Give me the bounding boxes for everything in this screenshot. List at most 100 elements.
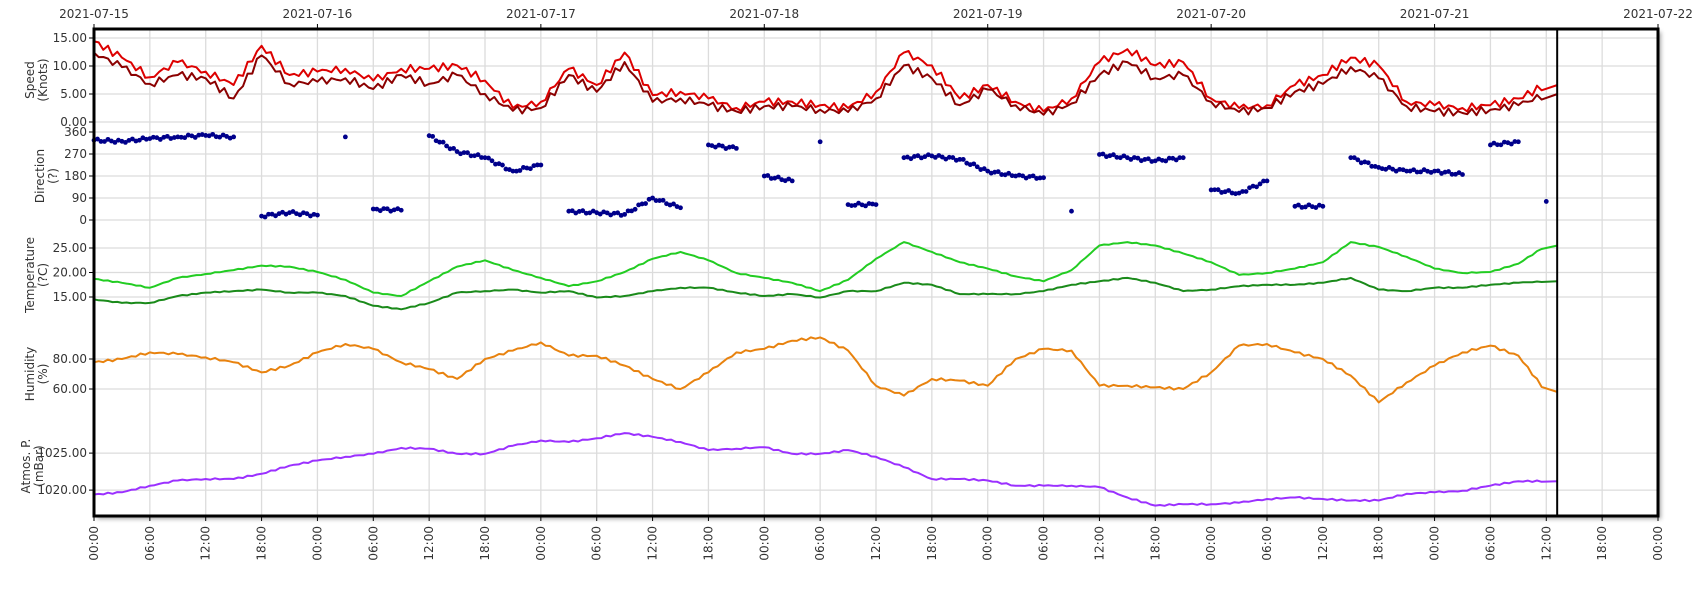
direction-point [384,206,390,212]
direction-point [615,210,621,216]
direction-point [377,208,383,214]
direction-point [566,208,572,214]
direction-point [1498,142,1504,148]
direction-point [203,133,209,138]
direction-point [863,203,868,209]
direction-point [1264,178,1270,184]
direction-point [1212,187,1218,193]
direction-point [157,137,163,142]
x-tick-label: 18:00 [478,526,492,561]
direction-point [231,134,237,140]
direction-point [123,139,128,145]
direction-point [908,156,914,162]
direction-point [517,168,523,173]
direction-point [534,162,540,168]
direction-point [315,212,320,218]
x-tick-label: 12:00 [1539,526,1553,561]
direction-point [381,206,387,212]
direction-point [266,211,271,217]
direction-point [444,143,449,149]
temperature-tick-label: 25.00 [53,241,87,255]
direction-point [985,168,991,174]
x-tick-label: 06:00 [366,526,380,561]
direction-point [273,213,278,219]
direction-point [852,202,858,208]
direction-point [1041,175,1046,181]
direction-point [182,135,188,141]
direction-point [454,149,460,154]
direction-point [304,211,310,217]
direction-tick-label: 180 [64,169,87,183]
direction-point [946,154,952,160]
pressure-series-0 [93,432,1558,507]
direction-point [1226,188,1231,193]
direction-point [262,214,268,220]
direction-point [98,139,104,144]
x-tick-label: 00:00 [534,526,548,561]
direction-point [217,134,223,140]
direction-point [660,197,666,203]
x-tick-label: 00:00 [1428,526,1442,561]
direction-point [1365,160,1371,166]
direction-point [632,206,638,212]
direction-point [1320,203,1326,209]
direction-point [974,164,980,170]
direction-point [440,139,446,145]
speed-series-0 [93,40,1558,113]
x-tick-label: 06:00 [590,526,604,561]
direction-point [657,198,662,203]
x-tick-label: 12:00 [869,526,883,561]
direction-point [1180,155,1186,161]
direction-point [465,150,470,156]
date-label: 2021-07-17 [506,7,576,21]
direction-point [1009,173,1015,179]
axes: 00:00 06:00 12:00 18:00 00:00 06:00 12:00 18:00… [19,7,1693,561]
direction-point [1208,187,1214,193]
date-label: 2021-07-20 [1176,7,1246,21]
speed-tick-label: 5.00 [60,87,87,101]
humidity-axis-label: Humidity [23,347,37,401]
direction-point [1411,167,1417,173]
humidity-tick-label: 80.00 [53,352,87,366]
direction-point [178,134,184,140]
direction-point [1069,208,1074,214]
direction-point [981,166,987,172]
direction-point [960,157,966,162]
chart-marks [91,40,1558,507]
x-tick-label: 06:00 [143,526,157,561]
direction-point [583,210,589,216]
direction-point [873,202,879,208]
direction-point [1037,175,1043,181]
direction-axis-label: (?) [46,168,60,184]
pressure-tick-label: 1025.00 [37,446,87,460]
x-tick-label: 00:00 [87,526,101,561]
direction-point [765,173,771,178]
direction-point [1163,158,1169,164]
direction-point [1435,168,1441,174]
x-tick-label: 12:00 [1316,526,1330,561]
temperature-tick-label: 15.00 [53,290,87,304]
direction-point [713,144,718,150]
direction-point [1543,199,1549,204]
x-tick-label: 06:00 [1483,526,1497,561]
direction-point [1404,168,1410,174]
direction-point [1303,204,1308,210]
x-tick-label: 06:00 [1260,526,1274,561]
direction-point [1135,155,1141,161]
x-tick-label: 06:00 [813,526,827,561]
direction-point [461,150,467,155]
direction-point [817,139,823,145]
direction-point [995,169,1001,175]
direction-tick-label: 360 [64,125,87,139]
humidity-tick-label: 60.00 [53,382,87,396]
direction-point [915,153,921,159]
direction-point [957,156,963,162]
direction-point [475,152,481,158]
direction-point [849,203,854,209]
direction-point [527,166,533,172]
direction-point [653,198,659,203]
direction-tick-label: 0 [79,213,87,227]
x-tick-label: 00:00 [981,526,995,561]
direction-point [297,212,303,218]
direction-point [451,146,456,151]
